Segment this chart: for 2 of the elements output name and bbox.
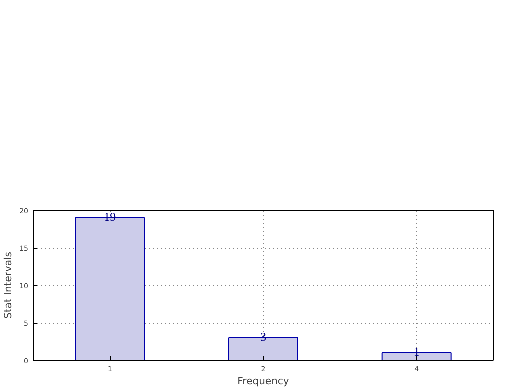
y-axis-title: Stat Intervals [4, 252, 15, 319]
x-axis-title: Frequency [238, 376, 290, 388]
